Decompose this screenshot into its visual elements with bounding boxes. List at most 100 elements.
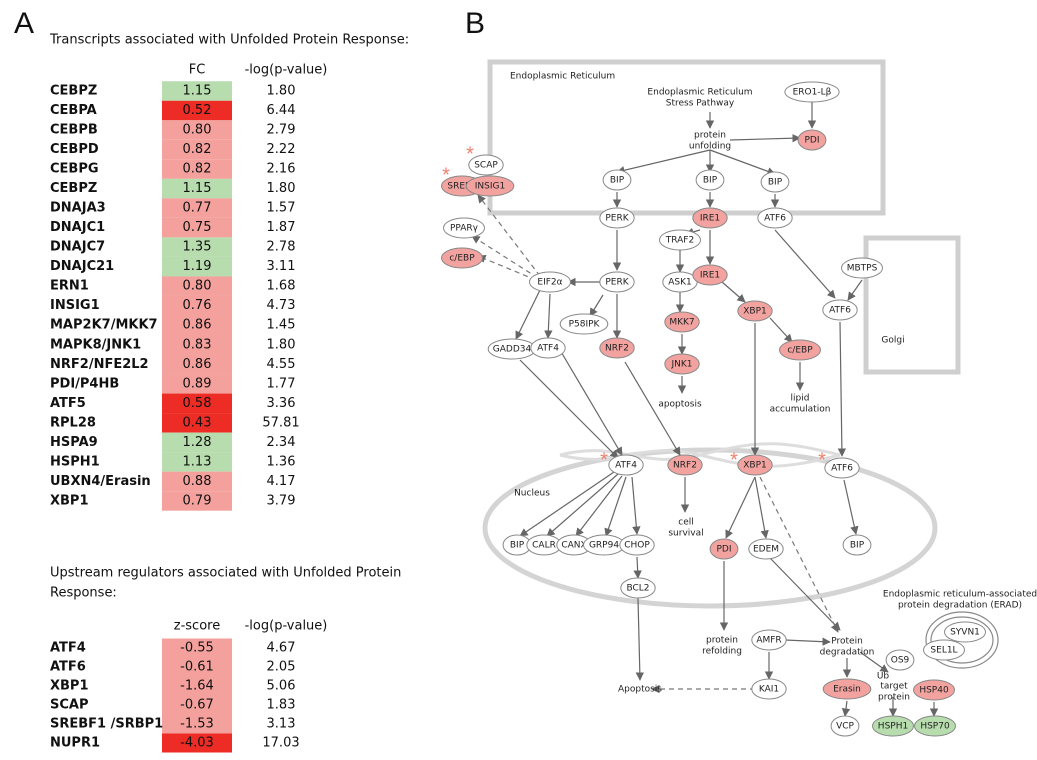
note: protein <box>706 636 738 646</box>
edge <box>638 598 640 680</box>
node-label: INSIG1 <box>475 182 505 192</box>
gene-name: CEBPG <box>50 162 99 177</box>
p-value: 17.03 <box>262 736 299 751</box>
node-label: c/EBP <box>787 346 813 356</box>
gene-name: INSIG1 <box>50 298 100 313</box>
value: 0.77 <box>183 201 212 216</box>
value: 1.35 <box>183 240 212 255</box>
node-label: IRE1 <box>700 214 720 224</box>
node-label: PERK <box>605 214 629 224</box>
edge <box>516 290 540 339</box>
edge <box>632 477 637 534</box>
gene-name: DNAJA3 <box>50 201 106 216</box>
edge <box>785 640 830 642</box>
node-label: EDEM <box>753 545 779 555</box>
node-label: JNK1 <box>670 360 692 370</box>
p-value: 2.78 <box>267 240 296 255</box>
gene-name: UBXN4/Erasin <box>50 474 151 489</box>
edge <box>710 150 775 174</box>
node-label: HSP40 <box>919 686 949 696</box>
asterisk: * <box>730 449 738 471</box>
p-value: 3.36 <box>267 396 296 411</box>
node-label: BIP <box>610 176 625 186</box>
edge <box>576 476 622 536</box>
note: refolding <box>702 647 742 657</box>
p-value: 1.36 <box>267 454 296 469</box>
p-value: 57.81 <box>262 415 299 430</box>
note: Ub <box>877 672 890 682</box>
gene-name: SREBF1 /SRBP1 <box>50 717 163 732</box>
note: Endoplasmic Reticulum <box>647 88 752 98</box>
value: 0.82 <box>183 142 212 157</box>
node-label: P58IPK <box>569 320 601 330</box>
note: accumulation <box>770 405 831 415</box>
node-label: MBTPS <box>847 264 878 274</box>
node-label: IRE1 <box>700 271 720 281</box>
value: -1.64 <box>180 679 214 694</box>
node-label: XBP1 <box>743 461 767 471</box>
p-value: 2.34 <box>267 435 296 450</box>
gene-name: HSPA9 <box>50 435 98 450</box>
p-value: 4.55 <box>267 357 296 372</box>
node-label: PDI <box>804 136 819 146</box>
node-label: SYVN1 <box>950 628 980 638</box>
note: lipid <box>791 394 810 404</box>
value: 0.58 <box>183 396 212 411</box>
p-value: 1.57 <box>267 201 296 216</box>
node-label: ATF6 <box>831 464 853 474</box>
node-label: TRAF2 <box>665 236 694 246</box>
node-label: BIP <box>850 541 865 551</box>
node-label: BIP <box>703 176 718 186</box>
value: 0.89 <box>183 376 212 391</box>
value: 1.15 <box>183 84 212 99</box>
panel-label: A <box>14 7 34 40</box>
value: 0.43 <box>183 415 212 430</box>
gene-name: XBP1 <box>50 493 89 508</box>
value: -0.55 <box>180 641 214 656</box>
node-label: MKK7 <box>669 318 694 328</box>
gene-name: MAP2K7/MKK7 <box>50 318 158 333</box>
node-label: ASK1 <box>668 278 692 288</box>
value: 0.79 <box>183 493 212 508</box>
edge <box>844 480 856 534</box>
node-label: Erasin <box>833 685 861 695</box>
value: 0.52 <box>183 103 212 118</box>
note: protein degradation (ERAD) <box>898 601 1022 611</box>
gene-name: ATF5 <box>50 396 86 411</box>
value: 0.86 <box>183 318 212 333</box>
value: 0.80 <box>183 279 212 294</box>
gene-name: NRF2/NFE2L2 <box>50 357 149 372</box>
value: 0.88 <box>183 474 212 489</box>
gene-name: HSPH1 <box>50 454 100 469</box>
edge <box>730 138 800 140</box>
asterisk: * <box>466 143 474 165</box>
note: Stress Pathway <box>666 99 735 109</box>
node-label: EIF2α <box>537 278 562 288</box>
value: 0.80 <box>183 123 212 138</box>
table-title: Transcripts associated with Unfolded Pro… <box>49 33 409 48</box>
note: Apoptosis <box>618 685 662 695</box>
value: 0.83 <box>183 337 212 352</box>
value: 1.13 <box>183 454 212 469</box>
node-label: PPARγ <box>450 224 479 234</box>
node-label: GADD34 <box>493 345 532 355</box>
value: 1.19 <box>183 259 212 274</box>
compartment-label: Golgi <box>881 336 904 346</box>
node-label: KAI1 <box>759 685 779 695</box>
edge <box>520 360 618 458</box>
gene-name: DNAJC7 <box>50 240 105 255</box>
p-value: 2.16 <box>267 162 296 177</box>
edge <box>775 230 835 298</box>
gene-name: ATF6 <box>50 660 86 675</box>
value: -0.67 <box>180 698 214 713</box>
column-header: -log(p-value) <box>245 63 328 78</box>
edge <box>722 282 745 302</box>
p-value: 1.68 <box>267 279 296 294</box>
node-label: PDI <box>716 545 731 555</box>
node-label: XBP1 <box>743 307 767 317</box>
node-label: CALR <box>532 541 556 551</box>
p-value: 4.73 <box>267 298 296 313</box>
gene-name: DNAJC1 <box>50 220 105 235</box>
p-value: 3.79 <box>267 493 296 508</box>
p-value: 2.22 <box>267 142 296 157</box>
